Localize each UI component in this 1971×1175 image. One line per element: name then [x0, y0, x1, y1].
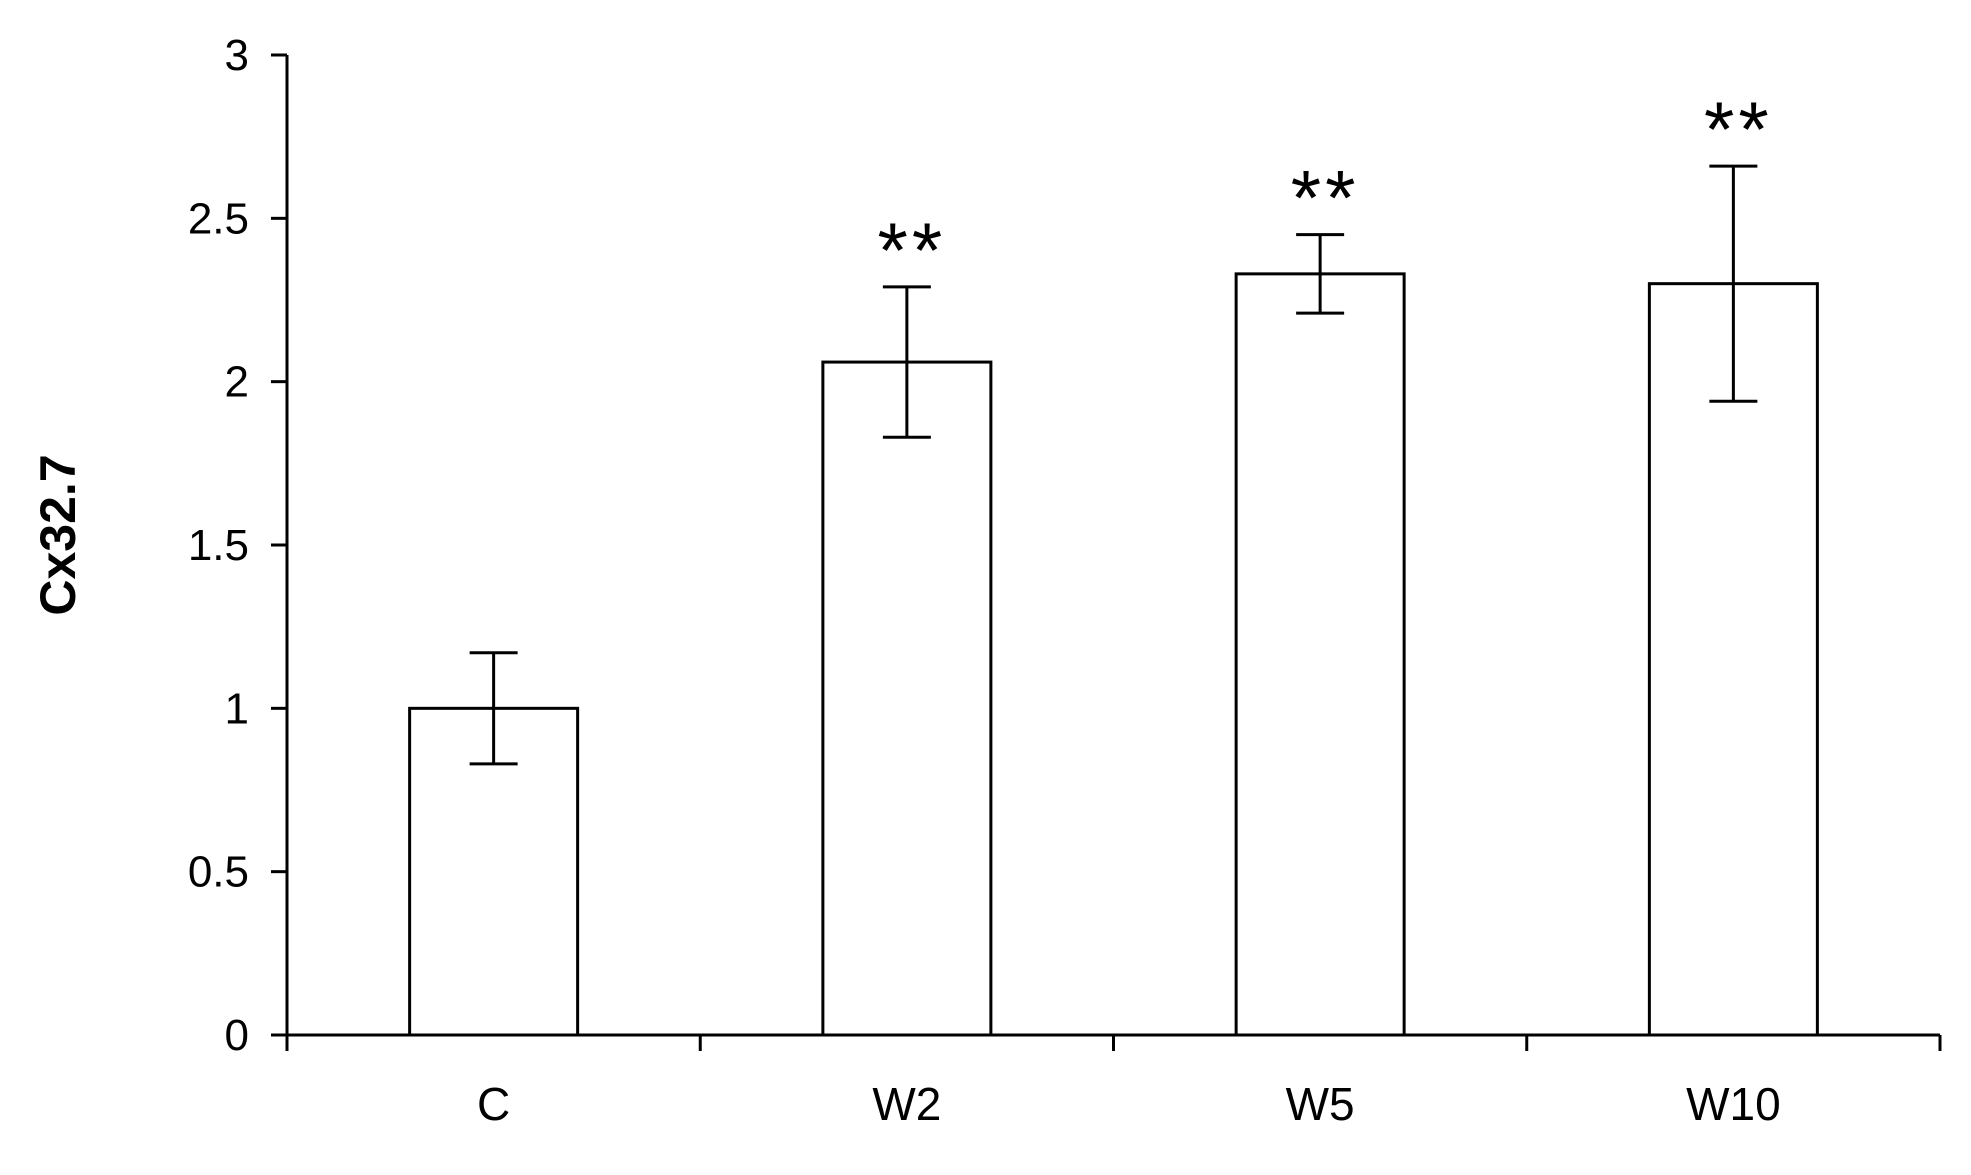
- y-tick-label: 0: [225, 1011, 249, 1060]
- y-tick-label: 2: [225, 358, 249, 407]
- x-category-label: W2: [872, 1078, 941, 1130]
- x-category-label: W5: [1286, 1078, 1355, 1130]
- x-category-label: C: [477, 1078, 510, 1130]
- bar-w2: [821, 360, 993, 1037]
- significance-label: **: [878, 206, 947, 294]
- x-category-label: W10: [1686, 1078, 1781, 1130]
- labels: 0 0.5 1 1.5 2 2.5 3 C W2 ** W5 ** W10 **: [188, 31, 1781, 1130]
- y-tick-label: 0.5: [188, 848, 249, 897]
- y-tick-label: 2.5: [188, 194, 249, 243]
- bars: [408, 272, 1819, 1037]
- bar-w5: [1234, 272, 1406, 1037]
- error-bars: [469, 164, 1758, 766]
- significance-label: **: [1291, 154, 1360, 242]
- y-axis-label: Cx32.7: [30, 454, 86, 615]
- y-tick-label: 3: [225, 31, 249, 80]
- bar-w10: [1647, 282, 1819, 1037]
- y-tick-label: 1.5: [188, 521, 249, 570]
- significance-label: **: [1704, 85, 1773, 173]
- y-tick-label: 1: [225, 684, 249, 733]
